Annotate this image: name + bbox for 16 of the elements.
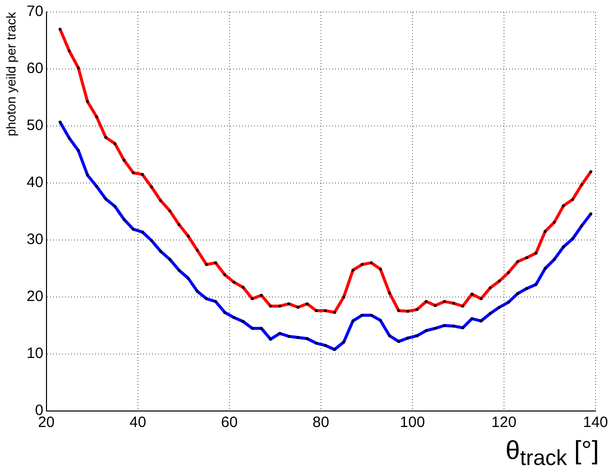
- x-tick-label: 100: [400, 414, 425, 432]
- y-tick-label: 40: [26, 174, 44, 192]
- y-tick-label: 10: [26, 345, 44, 362]
- x-axis-title: θ$_{track}$ [°]: [506, 434, 599, 471]
- y-tick-label: 20: [26, 288, 44, 306]
- y-tick-label: 50: [26, 117, 44, 134]
- x-tick-label: 80: [312, 414, 330, 432]
- x-tick-label: 140: [582, 414, 608, 432]
- y-tick-label: 30: [26, 231, 44, 248]
- y-tick-label: 60: [26, 60, 44, 78]
- y-axis-title: photon yeild per track: [3, 12, 18, 136]
- x-tick-label: 40: [129, 414, 146, 432]
- x-tick-label: 20: [38, 414, 55, 432]
- x-tick-label: 60: [221, 414, 238, 432]
- x-tick-label: 120: [491, 414, 516, 432]
- y-tick-label: 70: [26, 3, 44, 20]
